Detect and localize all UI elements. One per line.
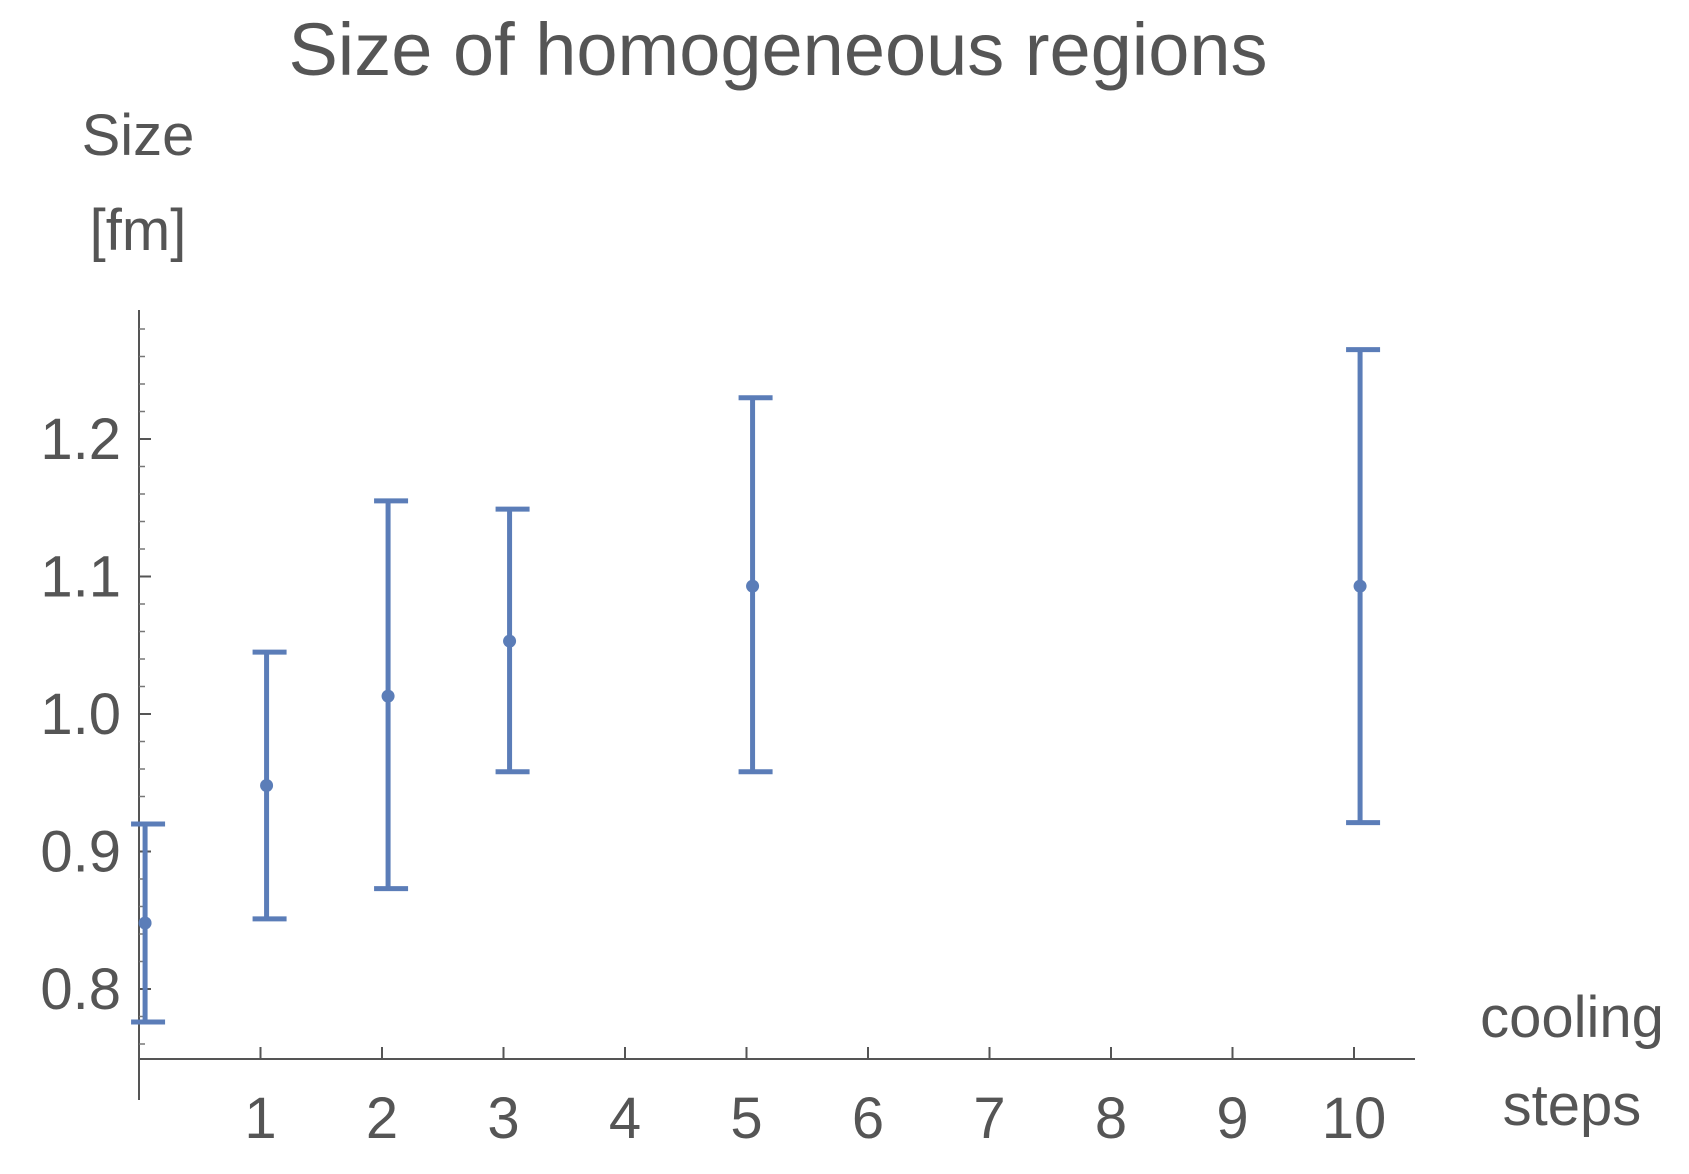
x-axis-label-line2: steps xyxy=(1503,1073,1642,1138)
x-axis-ticks: 1 2 3 4 5 6 7 8 9 10 xyxy=(244,1047,1386,1151)
error-bar-point xyxy=(252,649,287,922)
axes xyxy=(138,310,1415,1100)
y-tick-label: 1.2 xyxy=(40,407,121,472)
error-bar-point xyxy=(738,395,773,775)
error-bar-point xyxy=(131,821,166,1025)
data-point xyxy=(260,779,274,792)
error-bar-point xyxy=(1346,347,1381,826)
x-tick-label: 10 xyxy=(1322,1086,1387,1151)
x-tick-label: 2 xyxy=(366,1086,398,1151)
error-bar-point xyxy=(374,498,409,892)
x-tick-label: 6 xyxy=(852,1086,884,1151)
y-tick-label: 0.9 xyxy=(40,820,121,885)
chart-title: Size of homogeneous regions xyxy=(288,8,1267,91)
data-point xyxy=(1353,579,1367,593)
x-tick-label: 7 xyxy=(973,1086,1005,1151)
x-tick-label: 8 xyxy=(1095,1086,1127,1151)
data-point xyxy=(503,634,517,648)
x-tick-label: 4 xyxy=(609,1086,641,1151)
data-points xyxy=(131,347,1381,1025)
x-tick-label: 1 xyxy=(244,1086,276,1151)
x-axis-label-line1: cooling xyxy=(1480,985,1664,1050)
x-tick-label: 9 xyxy=(1216,1086,1248,1151)
y-tick-label: 1.1 xyxy=(40,545,121,610)
y-axis-label-line2: [fm] xyxy=(90,198,187,263)
error-bar-point xyxy=(495,506,530,775)
x-tick-label: 3 xyxy=(487,1086,519,1151)
data-point xyxy=(138,916,152,930)
y-axis-label-line1: Size xyxy=(82,103,195,168)
y-axis-ticks: 0.8 0.9 1.0 1.1 1.2 xyxy=(40,328,151,1045)
y-tick-label: 0.8 xyxy=(40,957,121,1022)
y-tick-label: 1.0 xyxy=(40,682,121,747)
data-point xyxy=(746,579,760,593)
x-tick-label: 5 xyxy=(730,1086,762,1151)
data-point xyxy=(381,689,395,703)
